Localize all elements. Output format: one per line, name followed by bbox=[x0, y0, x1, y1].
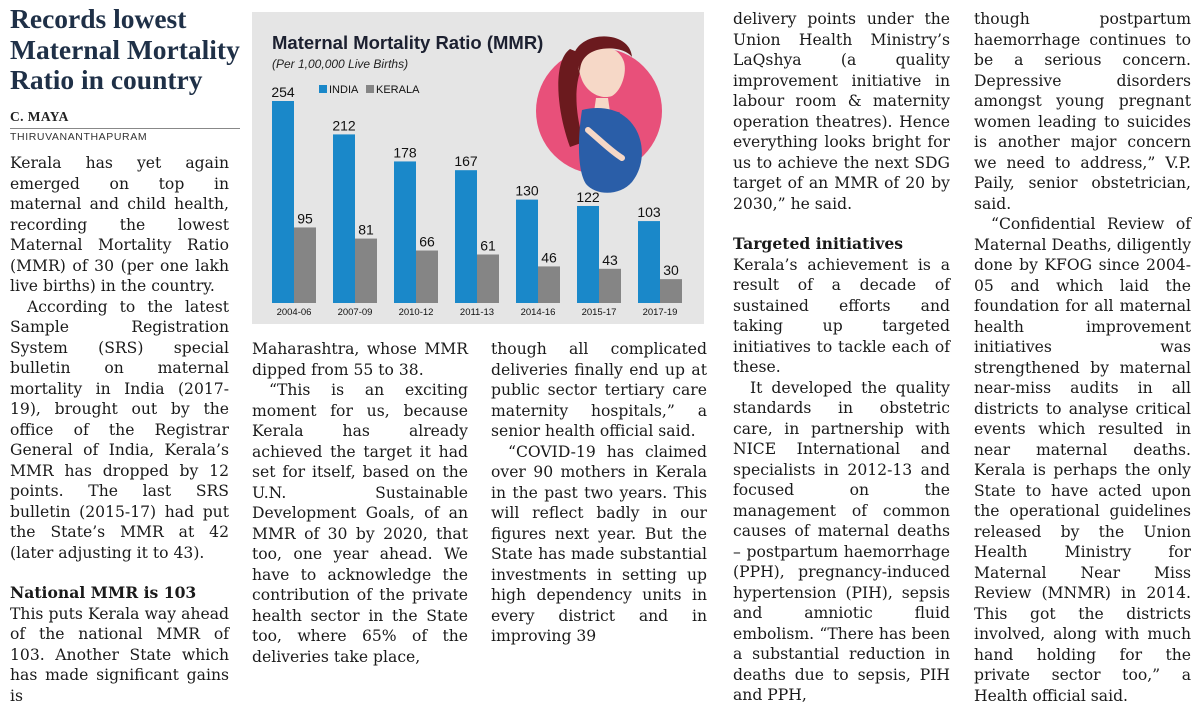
bar-kerala bbox=[416, 251, 438, 303]
paragraph: “COVID-19 has claimed over 90 mothers in… bbox=[491, 442, 707, 647]
chart-canvas: Maternal Mortality Ratio (MMR) (Per 1,00… bbox=[252, 12, 704, 324]
article-column-4: delivery points under the Union Health M… bbox=[733, 9, 950, 706]
value-label: 81 bbox=[358, 222, 374, 238]
paragraph: “This is an exciting moment for us, beca… bbox=[252, 380, 468, 667]
chart-title: Maternal Mortality Ratio (MMR) bbox=[272, 32, 543, 53]
legend-label: INDIA bbox=[329, 84, 359, 96]
paragraph: Kerala’s achievement is a result of a de… bbox=[733, 255, 950, 378]
value-label: 130 bbox=[515, 183, 539, 199]
bar-india bbox=[577, 206, 599, 303]
bar-india bbox=[272, 101, 294, 303]
value-label: 66 bbox=[419, 234, 435, 250]
paragraph: This puts Kerala way ahead of the nation… bbox=[10, 604, 229, 706]
subheading: Targeted initiatives bbox=[733, 234, 950, 255]
bar-india bbox=[394, 161, 416, 303]
paragraph: delivery points under the Union Health M… bbox=[733, 9, 950, 214]
chart-subtitle: (Per 1,00,000 Live Births) bbox=[272, 57, 408, 71]
bar-kerala bbox=[660, 279, 682, 303]
bar-india bbox=[333, 134, 355, 303]
x-tick-label: 2011-13 bbox=[460, 307, 494, 318]
value-label: 95 bbox=[297, 210, 313, 226]
paragraph: though postpartum haemorrhage continues … bbox=[974, 9, 1191, 214]
byline-divider bbox=[10, 128, 240, 129]
value-label: 254 bbox=[271, 84, 295, 100]
legend-swatch bbox=[319, 85, 327, 93]
value-label: 178 bbox=[393, 144, 417, 160]
legend-swatch bbox=[366, 85, 374, 93]
author-byline: C. MAYA bbox=[10, 109, 242, 125]
headline: Records lowest Maternal Mortality Ratio … bbox=[10, 4, 242, 96]
x-tick-label: 2004-06 bbox=[277, 307, 312, 318]
value-label: 103 bbox=[637, 204, 661, 220]
value-label: 212 bbox=[332, 117, 356, 133]
paragraph-gap bbox=[10, 563, 229, 583]
x-tick-label: 2010-12 bbox=[399, 307, 434, 318]
chart-x-axis-labels: 2004-06 2007-09 2010-12 2011-13 2014-16 2015-… bbox=[277, 307, 678, 318]
paragraph: “Confidential Review of Maternal Deaths,… bbox=[974, 214, 1191, 706]
bar-india bbox=[455, 170, 477, 303]
article-column-1: Kerala has yet again emerged on top in m… bbox=[10, 153, 229, 706]
value-label: 167 bbox=[454, 153, 478, 169]
chart-legend: INDIA KERALA bbox=[319, 84, 420, 96]
value-label: 46 bbox=[541, 249, 557, 265]
paragraph: though all complicated deliveries finall… bbox=[491, 339, 707, 442]
bar-kerala bbox=[477, 254, 499, 303]
value-label: 43 bbox=[602, 252, 618, 268]
value-label: 30 bbox=[663, 262, 679, 278]
paragraph: Kerala has yet again emerged on top in m… bbox=[10, 153, 229, 297]
dateline: THIRUVANANTHAPURAM bbox=[10, 131, 147, 143]
value-label: 122 bbox=[576, 189, 600, 205]
article-column-2: Maharashtra, whose MMR dipped from 55 to… bbox=[252, 339, 468, 667]
subheading: National MMR is 103 bbox=[10, 583, 229, 604]
x-tick-label: 2015-17 bbox=[582, 307, 617, 318]
article-column-3: though all complicated deliveries finall… bbox=[491, 339, 707, 647]
mmr-chart: Maternal Mortality Ratio (MMR) (Per 1,00… bbox=[252, 12, 704, 324]
pregnant-woman-icon bbox=[536, 36, 662, 192]
paragraph-gap bbox=[733, 214, 950, 234]
x-tick-label: 2017-19 bbox=[643, 307, 678, 318]
article-column-5: though postpartum haemorrhage continues … bbox=[974, 9, 1191, 706]
x-tick-label: 2007-09 bbox=[338, 307, 373, 318]
bar-kerala bbox=[294, 227, 316, 303]
bar-kerala bbox=[355, 239, 377, 303]
value-label: 61 bbox=[480, 237, 496, 253]
bar-kerala bbox=[538, 266, 560, 303]
paragraph: Maharashtra, whose MMR dipped from 55 to… bbox=[252, 339, 468, 380]
bar-india bbox=[516, 200, 538, 303]
x-tick-label: 2014-16 bbox=[521, 307, 556, 318]
bar-india bbox=[638, 221, 660, 303]
paragraph: According to the latest Sample Registrat… bbox=[10, 297, 229, 564]
paragraph: It developed the quality standards in ob… bbox=[733, 378, 950, 706]
legend-label: KERALA bbox=[376, 84, 420, 96]
bar-kerala bbox=[599, 269, 621, 303]
